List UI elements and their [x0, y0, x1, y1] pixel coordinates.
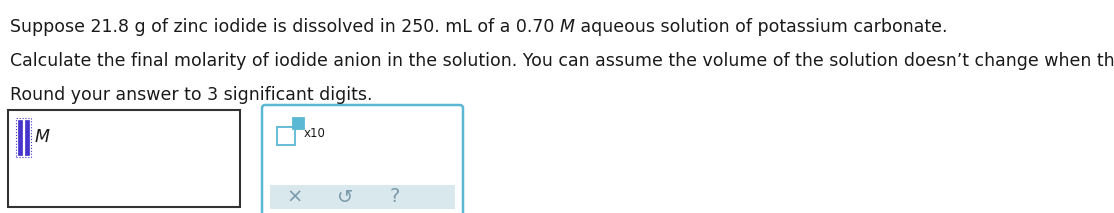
Text: ↺: ↺	[336, 187, 353, 206]
FancyBboxPatch shape	[277, 127, 295, 145]
Polygon shape	[18, 120, 22, 155]
Text: M: M	[35, 128, 50, 147]
FancyBboxPatch shape	[293, 118, 304, 129]
Text: aqueous solution of potassium carbonate.: aqueous solution of potassium carbonate.	[575, 18, 947, 36]
Text: Suppose 21.8 g of zinc iodide is dissolved in 250. mL of a 0.70: Suppose 21.8 g of zinc iodide is dissolv…	[10, 18, 560, 36]
Text: M: M	[560, 18, 575, 36]
FancyBboxPatch shape	[270, 185, 455, 209]
FancyBboxPatch shape	[262, 105, 463, 213]
Text: x10: x10	[304, 127, 326, 140]
Text: ×: ×	[286, 187, 303, 206]
Text: Round your answer to 3 significant digits.: Round your answer to 3 significant digit…	[10, 86, 372, 104]
Text: Calculate the final molarity of iodide anion in the solution. You can assume the: Calculate the final molarity of iodide a…	[10, 52, 1114, 70]
Polygon shape	[25, 120, 29, 155]
Text: ?: ?	[390, 187, 400, 206]
